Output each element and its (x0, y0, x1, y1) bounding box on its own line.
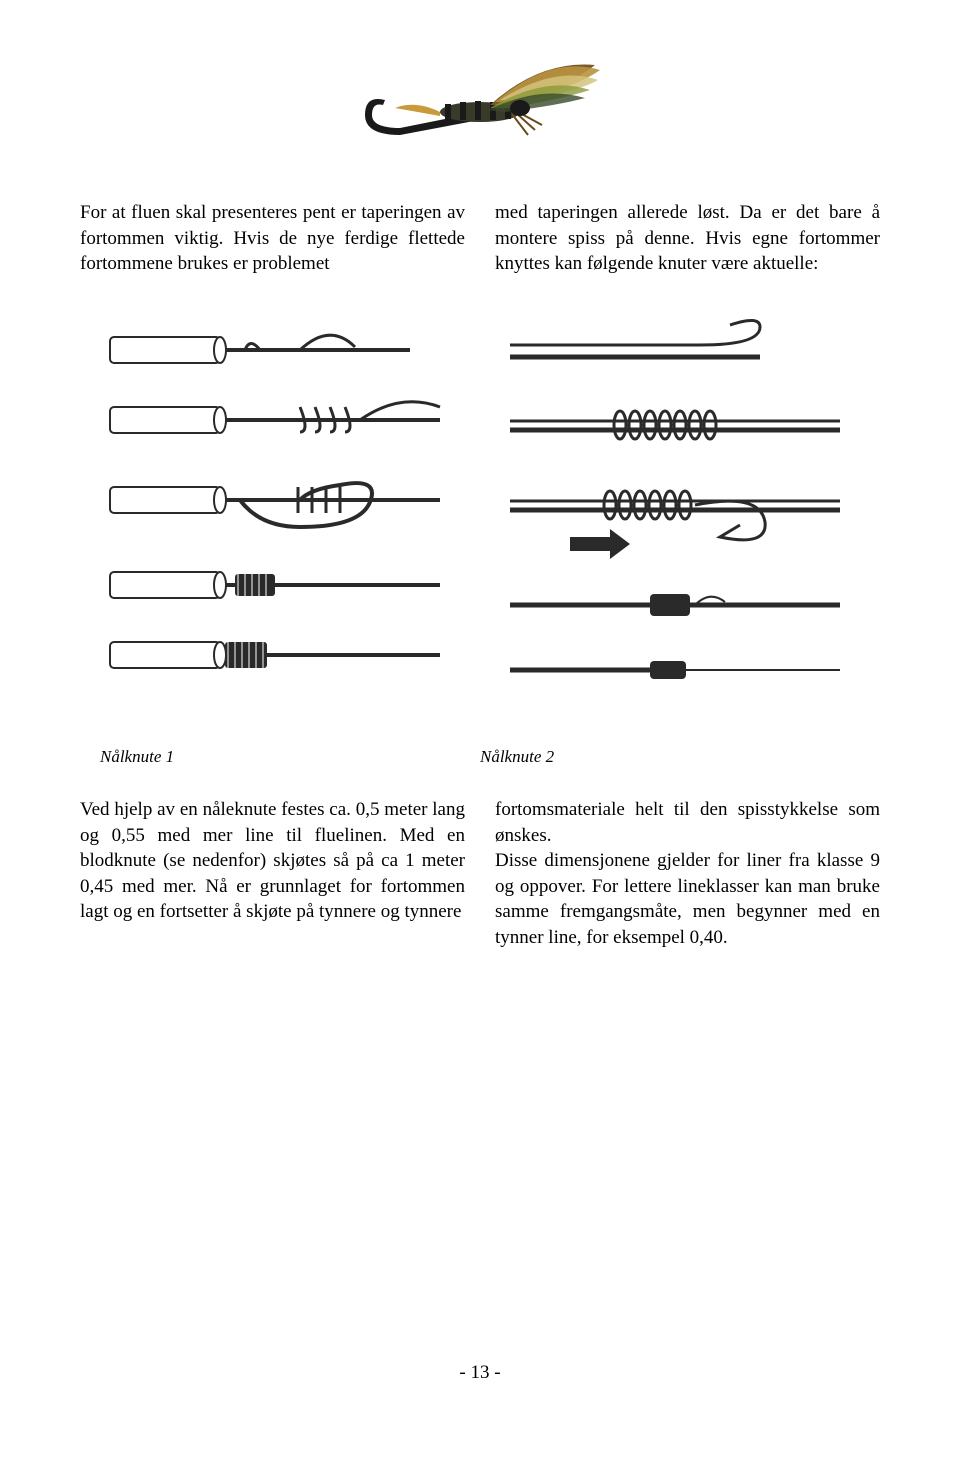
top-right-paragraph: med taperingen allerede løst. Da er det … (495, 200, 880, 277)
header-fly-image (340, 40, 620, 170)
knot-diagram-figure (100, 317, 860, 717)
knot-captions: Nålknute 1 Nålknute 2 (100, 747, 860, 767)
bottom-right-paragraph: fortomsmateriale helt til den spisstykke… (495, 797, 880, 951)
top-text-columns: For at fluen skal presenteres pent er ta… (80, 200, 880, 277)
bottom-left-paragraph: Ved hjelp av en nåleknute festes ca. 0,5… (80, 797, 465, 951)
salmon-fly-icon (340, 40, 620, 170)
knot-diagram-icon (100, 317, 860, 717)
page-content: For at fluen skal presenteres pent er ta… (0, 0, 960, 1031)
page-number: - 13 - (0, 1362, 960, 1384)
bottom-text-columns: Ved hjelp av en nåleknute festes ca. 0,5… (80, 797, 880, 951)
caption-right: Nålknute 2 (480, 747, 860, 767)
caption-left: Nålknute 1 (100, 747, 480, 767)
top-left-paragraph: For at fluen skal presenteres pent er ta… (80, 200, 465, 277)
